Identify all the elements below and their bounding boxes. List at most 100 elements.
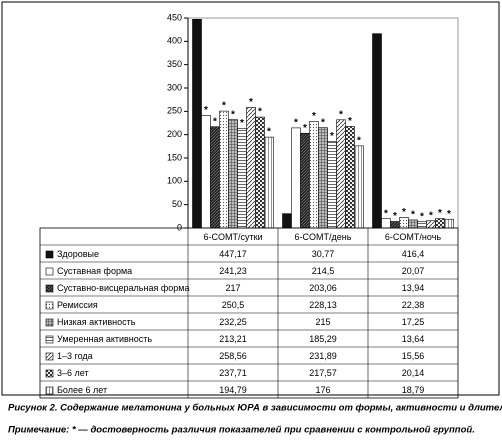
table-value: 30,77 (312, 249, 335, 259)
y-tick-label: 300 (167, 82, 182, 92)
bar (228, 119, 238, 229)
table-value: 213,21 (219, 334, 247, 344)
y-tick-label: 400 (167, 36, 182, 46)
y-tick-label: 50 (172, 199, 182, 209)
legend-swatch (45, 369, 54, 378)
legend-swatch (45, 335, 54, 344)
significance-marker: * (312, 111, 316, 122)
y-tick-label: 450 (167, 12, 182, 22)
significance-marker: * (393, 211, 397, 222)
bar (246, 107, 256, 229)
significance-marker: * (411, 210, 415, 221)
x-tick-label: 6-COMT/сутки (203, 232, 262, 242)
significance-marker: * (222, 101, 226, 112)
table-value: 217,57 (309, 368, 337, 378)
legend-swatch (45, 352, 54, 361)
significance-marker: * (204, 105, 208, 116)
significance-marker: * (429, 210, 433, 221)
legend-label: Более 6 лет (57, 385, 107, 395)
significance-marker: * (348, 116, 352, 127)
table-value: 228,13 (309, 300, 337, 310)
y-tick-label: 250 (167, 106, 182, 116)
bar (408, 219, 418, 229)
y-tick-label: 200 (167, 129, 182, 139)
table-value: 416,4 (402, 249, 425, 259)
table-value: 13,94 (402, 283, 425, 293)
legend-label: 3–6 лет (57, 368, 89, 378)
table-value: 20,14 (402, 368, 425, 378)
bar (327, 141, 337, 229)
bar (219, 110, 229, 229)
significance-marker: * (321, 117, 325, 128)
caption: Рисунок 2. Содержание мелатонина у больн… (8, 403, 502, 414)
significance-marker: * (339, 109, 343, 120)
table-value: 13,64 (402, 334, 425, 344)
y-tick-label: 0 (177, 222, 182, 232)
significance-marker: * (303, 123, 307, 134)
significance-marker: * (330, 131, 334, 142)
bar (318, 127, 328, 229)
x-tick-label: 6-COMT/день (295, 232, 352, 242)
bar (210, 126, 220, 229)
legend-swatch (45, 386, 54, 395)
legend-label: Здоровые (57, 249, 99, 259)
legend-label: Низкая активность (57, 317, 136, 327)
significance-marker: * (402, 207, 406, 218)
frame (1, 1, 500, 396)
table-value: 214,5 (312, 266, 335, 276)
significance-marker: * (240, 118, 244, 129)
table-value: 176 (315, 385, 330, 395)
table-value: 20,07 (402, 266, 425, 276)
legend-swatch (45, 284, 54, 293)
bar (399, 217, 409, 229)
table-value: 217 (225, 283, 240, 293)
table-value: 18,79 (402, 385, 425, 395)
table-value: 185,29 (309, 334, 337, 344)
table-value: 215 (315, 317, 330, 327)
significance-marker: * (420, 211, 424, 222)
significance-marker: * (447, 209, 451, 220)
bar (372, 33, 382, 229)
legend-swatch (45, 318, 54, 327)
legend-label: 1–3 года (57, 351, 93, 361)
significance-marker: * (267, 127, 271, 138)
table-value: 15,56 (402, 351, 425, 361)
legend-label: Суставно-висцеральная форма (57, 283, 189, 293)
x-tick-label: 6-COMT/ночь (385, 232, 441, 242)
table-value: 203,06 (309, 283, 337, 293)
table-value: 231,89 (309, 351, 337, 361)
y-tick-label: 150 (167, 152, 182, 162)
bar (300, 132, 310, 229)
bar (354, 145, 364, 229)
bar (291, 127, 301, 229)
significance-marker: * (357, 136, 361, 147)
bar (417, 221, 427, 229)
table-value: 17,25 (402, 317, 425, 327)
bar (282, 213, 292, 229)
legend-swatch (45, 250, 54, 259)
table-value: 194,79 (219, 385, 247, 395)
table-value: 250,5 (222, 300, 245, 310)
bar (201, 115, 211, 229)
legend-label: Суставная форма (57, 266, 132, 276)
y-tick-label: 350 (167, 59, 182, 69)
legend-label: Умеренная активность (57, 334, 152, 344)
significance-marker: * (231, 109, 235, 120)
legend-label: Ремиссия (57, 300, 98, 310)
significance-marker: * (249, 97, 253, 108)
table-value: 447,17 (219, 249, 247, 259)
legend-swatch (45, 267, 54, 276)
table-value: 232,25 (219, 317, 247, 327)
significance-marker: * (438, 208, 442, 219)
bar (381, 218, 391, 229)
bar (435, 218, 445, 229)
table-value: 258,56 (219, 351, 247, 361)
legend-swatch (45, 301, 54, 310)
bar (264, 136, 274, 229)
bar (390, 221, 400, 229)
table-value: 22,38 (402, 300, 425, 310)
significance-marker: * (294, 118, 298, 129)
bar (237, 128, 247, 229)
